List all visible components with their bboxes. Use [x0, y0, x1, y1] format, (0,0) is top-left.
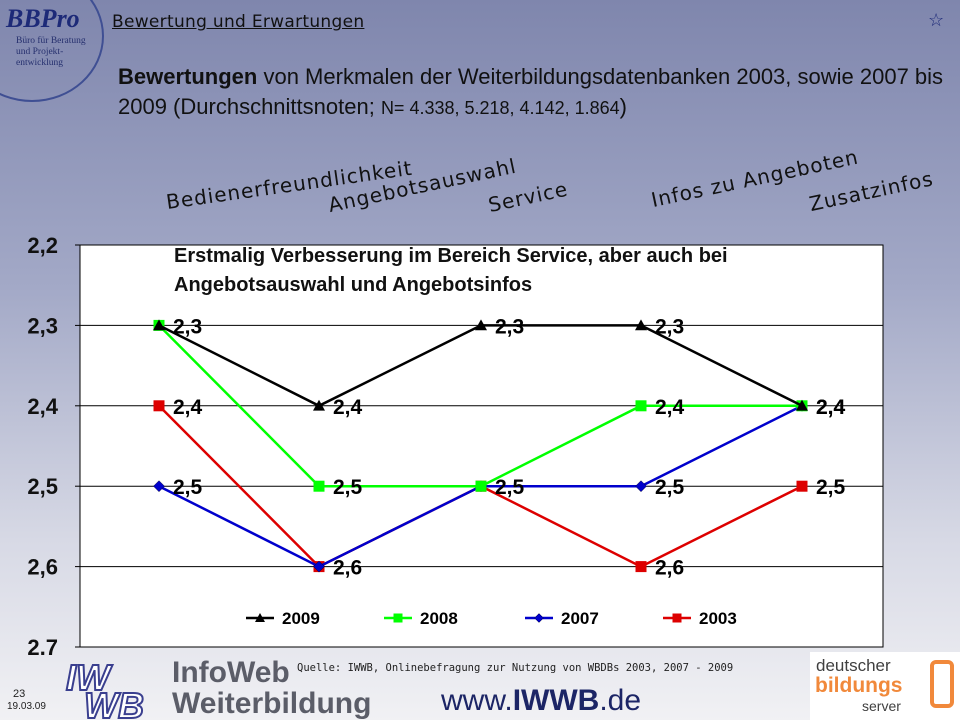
series-point-2009: [313, 399, 325, 411]
y-tick-label: 2,4: [27, 394, 58, 419]
logo-wordmark: BBPro: [6, 4, 80, 33]
svg-text:WB: WB: [84, 685, 144, 720]
data-label-2007: 2,4: [816, 396, 846, 419]
legend-label-2007: 2007: [561, 609, 599, 628]
headline-sample-sizes: N= 4.338, 5.218, 4.142, 1.864: [380, 98, 620, 118]
legend-label-2009: 2009: [282, 609, 320, 628]
series-point-2008: [313, 480, 325, 492]
slide-headline: Bewertungen von Merkmalen der Weiterbild…: [118, 62, 944, 123]
series-point-2009: [153, 319, 165, 331]
svg-text:IW: IW: [66, 657, 113, 698]
legend-marker-2003: [672, 613, 682, 623]
line-chart: 2,2 2,3 2,4 2,5 2,6 2,7 2,3 2,4 2,3 2,3 2,4 2,5 2,4 2…: [27, 233, 884, 655]
series-point-2008: [475, 480, 487, 492]
series-point-2003: [635, 561, 647, 573]
star-icon[interactable]: ☆: [928, 10, 945, 30]
data-label-2008: 2,4: [655, 396, 685, 419]
data-label-2003: 2,5: [816, 476, 846, 499]
legend-marker-2009: [255, 613, 265, 622]
series-point-2007: [153, 480, 165, 493]
series-point-2007: [313, 560, 325, 573]
source-note: Quelle: IWWB, Onlinebefragung zur Nutzun…: [297, 662, 734, 674]
data-label-2008: 2,5: [333, 476, 363, 499]
y-tick-label: 2,6: [27, 555, 58, 580]
iwwb-logo: IW WB: [65, 656, 145, 720]
series-point-2003: [153, 400, 165, 412]
legend-label-2008: 2008: [420, 609, 458, 628]
logo-subtitle: Büro für Beratung und Projekt- entwicklu…: [16, 36, 86, 68]
bbpro-logo: BBPro Büro für Beratung und Projekt- ent…: [0, 0, 108, 102]
data-label-2003: 2,4: [173, 396, 203, 419]
y-tick-label: 2,7: [27, 635, 58, 655]
legend-marker-2008: [393, 613, 403, 623]
legend-label-2003: 2003: [699, 609, 737, 628]
data-label-2009: 2,3: [655, 315, 684, 338]
data-label-2007: 2,5: [173, 476, 203, 499]
category-label-2: Service: [486, 176, 571, 217]
series-point-2003: [796, 480, 808, 492]
series-point-2009: [635, 319, 647, 331]
data-label-2007: 2,5: [495, 476, 525, 499]
y-tick-label: 2,5: [27, 474, 58, 499]
topic-title[interactable]: Bewertung und Erwartungen: [112, 12, 365, 32]
data-label-2007: 2,5: [655, 476, 685, 499]
headline-end: ): [619, 94, 627, 119]
data-label-2003: 2,6: [655, 557, 684, 580]
y-tick-label: 2,2: [27, 233, 58, 258]
data-label-2009: 2,4: [333, 396, 363, 419]
website-url[interactable]: www.IWWB.de: [441, 684, 642, 717]
series-point-2009: [796, 399, 808, 411]
slide-date: 19.03.09: [7, 701, 46, 712]
series-point-2009: [475, 319, 487, 331]
plot-area: [79, 244, 884, 648]
series-point-2007: [635, 480, 647, 493]
infoweb-wordmark: InfoWeb Weiterbildung: [172, 656, 372, 720]
headline-bold: Bewertungen: [118, 64, 258, 89]
bildungsserver-logo: deutscher bildungs server: [810, 652, 960, 720]
legend-marker-2007: [534, 613, 544, 623]
data-label-2009: 2,3: [173, 315, 202, 338]
data-label-2003: 2,6: [333, 557, 362, 580]
headline-main: von Merkmalen der Weiterbildungsdatenban…: [118, 64, 944, 119]
series-point-2008: [635, 400, 647, 412]
bildungsserver-mark: [930, 660, 954, 708]
data-label-2009: 2,3: [495, 315, 524, 338]
page-number: 23: [13, 688, 26, 700]
y-tick-label: 2,3: [27, 313, 58, 338]
data-label-2009: 2,4: [816, 396, 846, 419]
chart-callout: Erstmalig Verbesserung im Bereich Servic…: [174, 245, 728, 296]
